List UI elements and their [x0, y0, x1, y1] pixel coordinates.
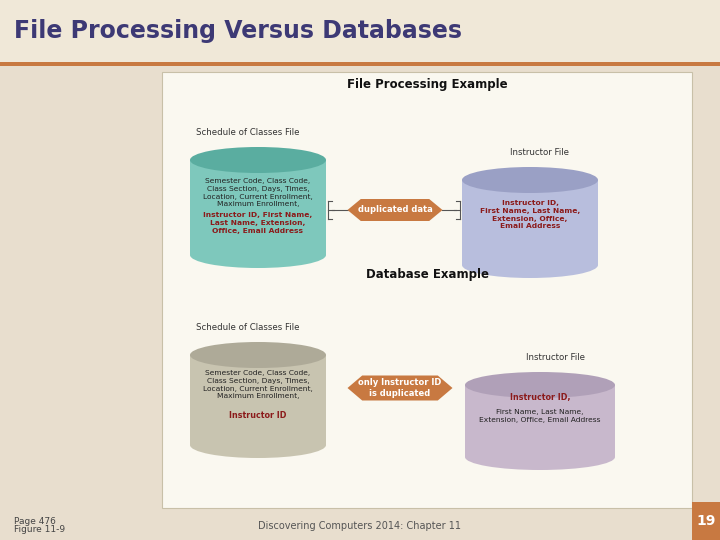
Text: Schedule of Classes File: Schedule of Classes File — [197, 128, 300, 137]
Text: Database Example: Database Example — [366, 268, 488, 281]
Ellipse shape — [190, 342, 326, 368]
Text: Instructor ID,
First Name, Last Name,
Extension, Office,
Email Address: Instructor ID, First Name, Last Name, Ex… — [480, 200, 580, 230]
Text: Instructor ID,: Instructor ID, — [510, 393, 570, 402]
Text: File Processing Example: File Processing Example — [347, 78, 508, 91]
Text: File Processing Versus Databases: File Processing Versus Databases — [14, 19, 462, 43]
Text: Page 476: Page 476 — [14, 516, 56, 525]
Bar — [462, 180, 598, 265]
Bar — [0, 62, 720, 66]
Ellipse shape — [465, 444, 615, 470]
Text: Instructor ID: Instructor ID — [229, 411, 287, 420]
Bar — [0, 0, 720, 62]
Text: First Name, Last Name,
Extension, Office, Email Address: First Name, Last Name, Extension, Office… — [480, 409, 600, 423]
Text: Schedule of Classes File: Schedule of Classes File — [197, 323, 300, 332]
Bar — [190, 355, 326, 445]
Ellipse shape — [190, 147, 326, 173]
Text: Discovering Computers 2014: Chapter 11: Discovering Computers 2014: Chapter 11 — [258, 521, 462, 531]
Ellipse shape — [462, 252, 598, 278]
Text: Instructor File: Instructor File — [510, 148, 570, 157]
Bar — [692, 502, 720, 540]
Text: Instructor File: Instructor File — [526, 353, 585, 362]
Text: Figure 11-9: Figure 11-9 — [14, 525, 65, 535]
Ellipse shape — [465, 372, 615, 398]
Ellipse shape — [190, 432, 326, 458]
Ellipse shape — [190, 242, 326, 268]
Polygon shape — [348, 199, 443, 221]
Bar — [465, 385, 615, 457]
Bar — [162, 72, 692, 508]
Polygon shape — [348, 375, 452, 401]
Text: 19: 19 — [696, 514, 716, 528]
Text: Semester Code, Class Code,
Class Section, Days, Times,
Location, Current Enrollm: Semester Code, Class Code, Class Section… — [203, 370, 313, 399]
Text: Instructor ID, First Name,
Last Name, Extension,
Office, Email Address: Instructor ID, First Name, Last Name, Ex… — [203, 212, 312, 233]
Ellipse shape — [462, 167, 598, 193]
Text: duplicated data: duplicated data — [358, 206, 433, 214]
Bar — [190, 160, 326, 255]
Text: only Instructor ID
is duplicated: only Instructor ID is duplicated — [359, 379, 441, 397]
Text: Semester Code, Class Code,
Class Section, Days, Times,
Location, Current Enrollm: Semester Code, Class Code, Class Section… — [203, 178, 313, 207]
